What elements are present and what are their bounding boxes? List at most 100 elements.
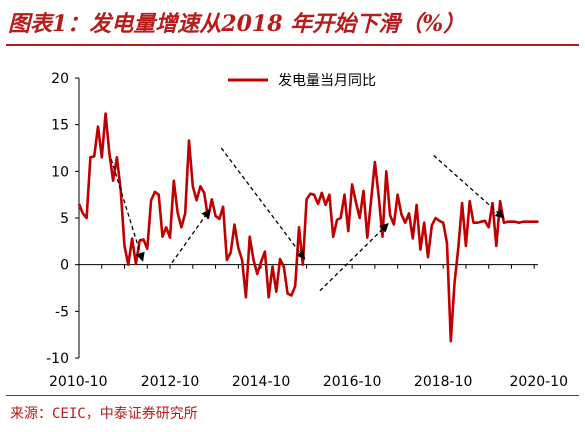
series-line (77, 112, 538, 343)
data-point (533, 220, 536, 223)
y-tick-label: 15 (51, 118, 69, 134)
title-divider (6, 44, 579, 46)
data-point (229, 251, 232, 254)
data-point (222, 206, 224, 208)
data-point (339, 217, 342, 219)
data-point (332, 235, 334, 238)
data-point (127, 263, 130, 266)
data-point (207, 217, 209, 219)
data-point (264, 250, 266, 253)
data-point (85, 217, 88, 219)
data-point (472, 221, 475, 224)
data-point (453, 282, 456, 285)
x-tick-label: 2010-10 (49, 374, 108, 390)
legend: 发电量当月同比 (228, 73, 376, 89)
trend-arrow (433, 154, 505, 219)
series-layer (77, 112, 539, 343)
data-point (389, 214, 391, 216)
data-point (446, 242, 448, 244)
data-point (123, 245, 126, 247)
data-point (480, 220, 482, 223)
data-point (267, 296, 270, 299)
data-point (324, 204, 327, 206)
data-point (210, 198, 213, 201)
data-point (491, 202, 494, 204)
data-point (465, 245, 467, 247)
data-point (495, 245, 498, 247)
data-point (241, 259, 243, 261)
data-point (286, 292, 289, 295)
data-point (81, 212, 84, 215)
x-tick-label: 2014-10 (232, 374, 291, 390)
data-point (131, 237, 133, 240)
data-point (427, 256, 429, 258)
data-point (412, 237, 414, 240)
data-point (157, 193, 160, 196)
data-point (317, 203, 319, 205)
data-point (218, 218, 221, 220)
y-tick-label: -5 (55, 304, 69, 320)
data-point (457, 247, 460, 249)
data-point (461, 202, 463, 204)
data-point (176, 211, 179, 214)
data-point (169, 236, 171, 239)
data-point (214, 215, 217, 217)
data-point (104, 112, 107, 115)
data-point (275, 290, 278, 293)
data-point (233, 223, 236, 226)
x-axis: 2010-10 2012-10 2014-10 2016-10 2018-10 2020-… (49, 264, 568, 390)
data-point (173, 179, 175, 182)
data-point (434, 217, 437, 219)
y-tick-label: 10 (51, 164, 69, 180)
data-point (203, 192, 205, 194)
data-point (294, 285, 297, 287)
data-point (393, 223, 395, 226)
footer-divider (6, 395, 579, 396)
data-point (468, 200, 471, 202)
data-point (506, 220, 509, 223)
data-point (366, 236, 369, 239)
chart-title: 图表1：发电量增速从2018 年开始下滑（%） (8, 11, 466, 37)
data-point (252, 259, 255, 261)
data-point (298, 226, 300, 229)
data-point (355, 201, 357, 203)
trend-arrow (319, 222, 389, 292)
trend-arrow (220, 147, 306, 260)
data-point (290, 294, 293, 297)
data-point (499, 200, 501, 202)
data-point (305, 198, 308, 201)
data-point (358, 217, 361, 219)
x-tick-label: 2012-10 (141, 374, 200, 390)
data-point (438, 220, 441, 222)
data-point (112, 179, 114, 182)
trend-arrows (110, 147, 505, 292)
data-point (165, 226, 168, 229)
y-tick-label: 20 (51, 71, 69, 87)
trend-arrow (110, 159, 145, 262)
data-point (154, 191, 156, 193)
data-point (78, 203, 80, 205)
data-point (302, 263, 304, 266)
data-point (510, 220, 513, 223)
data-point (522, 220, 524, 223)
data-point (184, 212, 187, 215)
data-point (283, 265, 285, 268)
data-point (100, 156, 103, 159)
data-point (146, 248, 149, 250)
data-point (279, 258, 281, 260)
data-point (199, 185, 202, 188)
y-axis: 20 15 10 5 0 -5 -10 (46, 71, 80, 367)
data-point (142, 238, 145, 241)
data-point (442, 221, 444, 224)
x-tick-label: 2016-10 (323, 374, 382, 390)
data-point (89, 156, 92, 159)
data-point (415, 204, 418, 206)
data-point (370, 199, 372, 202)
data-point (529, 220, 532, 223)
data-point (381, 235, 384, 238)
data-point (237, 247, 240, 249)
trend-arrow (171, 208, 211, 264)
data-point (336, 219, 338, 221)
data-point (97, 125, 99, 128)
y-tick-label: 5 (60, 211, 69, 227)
